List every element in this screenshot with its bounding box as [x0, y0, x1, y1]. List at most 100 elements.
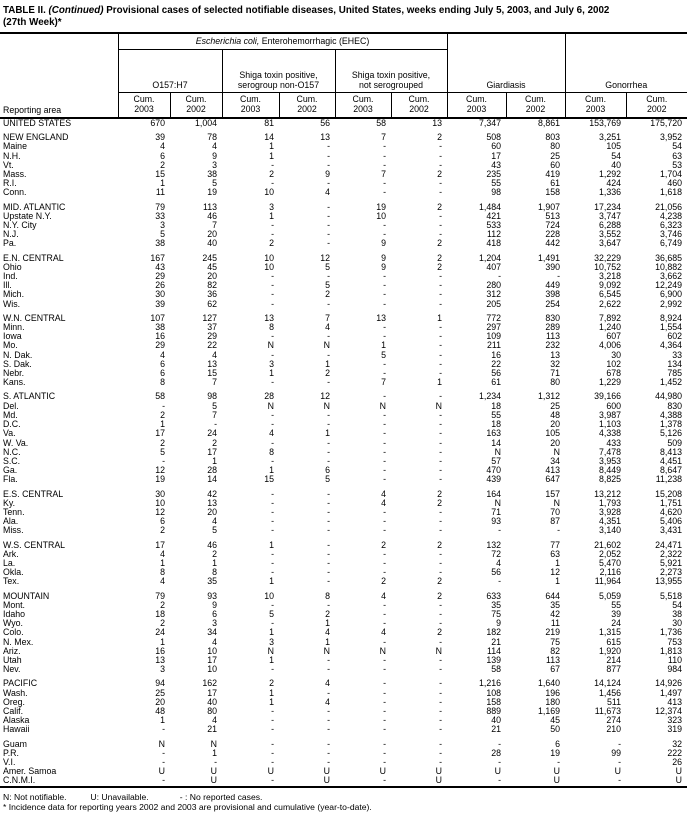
value-cell: -	[439, 290, 442, 300]
value-cell: 2	[437, 498, 442, 508]
value-cell: -	[162, 748, 165, 758]
value-cell: 6	[325, 466, 330, 476]
value-cell: 1	[555, 558, 561, 568]
value-cell: -	[383, 558, 386, 568]
value-cell: -	[439, 392, 442, 402]
value-cell: -	[439, 466, 442, 476]
value-cell: -	[498, 272, 501, 282]
value-cell: -	[327, 350, 330, 360]
value-cell: -	[557, 272, 561, 282]
value-cell: 24,471	[655, 540, 683, 550]
table-row: Nev. 3 10 - - - - 58 67 877 984	[0, 665, 687, 674]
table-row: Conn. 11 19 10 4 - - 98 158 1,336 1,618	[0, 188, 687, 197]
value-cell: 98	[491, 188, 501, 198]
value-cell: 81	[264, 118, 274, 128]
value-cell: 7,478	[599, 447, 622, 457]
value-cell: 449	[545, 281, 561, 291]
table-row: Alaska 1 4 - - - - 40 45 274 323	[0, 716, 687, 725]
value-cell: 113	[545, 332, 561, 342]
value-cell: 3,552	[599, 230, 622, 240]
value-cell: 24	[207, 429, 217, 439]
value-cell: 7	[325, 313, 330, 323]
value-cell: 1	[160, 716, 165, 726]
value-cell: 2	[437, 591, 442, 601]
value-cell: U	[379, 767, 386, 777]
value-cell: N	[379, 646, 386, 656]
value-cell: 10,752	[594, 262, 622, 272]
value-cell: 182	[486, 628, 501, 638]
value-cell: 105	[606, 142, 622, 152]
giardiasis-group-header: Giardiasis	[446, 33, 566, 93]
value-cell: 9	[325, 170, 330, 180]
value-cell: 3,662	[660, 272, 683, 282]
value-cell: 1,640	[538, 679, 561, 689]
value-cell: 82	[550, 646, 561, 656]
value-cell: -	[271, 350, 274, 360]
value-cell: 1	[325, 637, 330, 647]
value-cell: 33	[155, 211, 165, 221]
value-cell: 20	[550, 420, 561, 430]
value-cell: 32	[672, 739, 683, 749]
table-row: Del. - 5 N N N N 18 25 600 830	[0, 402, 687, 411]
value-cell: 54	[611, 151, 622, 161]
value-cell: 113	[545, 655, 561, 665]
value-cell: N	[494, 447, 501, 457]
value-cell: 48	[155, 706, 165, 716]
value-cell: 35	[207, 577, 217, 587]
value-cell: 7	[212, 221, 217, 231]
value-cell: -	[618, 776, 622, 786]
table-row: Hawaii - 21 - - - - 21 50 210 319	[0, 725, 687, 734]
value-cell: 830	[545, 313, 561, 323]
value-cell: 2,322	[660, 549, 683, 559]
table-row: Calif. 48 80 - - - - 889 1,169 11,673 12,374	[0, 707, 687, 716]
table-row: Miss. 2 5 - - - - - - 3,140 3,431	[0, 526, 687, 535]
value-cell: -	[327, 332, 330, 342]
table-row: Upstate N.Y. 33 46 1 - 10 - 421 513 3,747 4,238	[0, 212, 687, 221]
value-cell: -	[271, 706, 274, 716]
value-cell: -	[439, 549, 442, 559]
table-row: Wash. 25 17 1 - - - 108 196 1,456 1,497	[0, 689, 687, 698]
value-cell: 15	[207, 369, 217, 379]
value-cell: 6,288	[599, 221, 622, 231]
value-cell: 439	[486, 475, 501, 485]
value-cell: 3,140	[599, 526, 622, 536]
value-cell: 38	[155, 239, 165, 249]
area-cell: Vt.	[3, 160, 14, 170]
table-row: Tex. 4 35 1 - 2 2 - 1 11,964 13,955	[0, 577, 687, 586]
value-cell: 11	[550, 619, 561, 629]
table-row: N. Dak. 4 4 - - 5 - 16 13 30 33	[0, 351, 687, 360]
value-cell: -	[383, 517, 386, 527]
table-row: S. ATLANTIC 58 98 28 12 - - 1,234 1,312 39,166 44,…	[0, 392, 687, 401]
value-cell: 56	[491, 568, 501, 578]
value-cell: 82	[207, 281, 217, 291]
value-cell: 8,449	[599, 466, 622, 476]
value-cell: 54	[672, 142, 683, 152]
value-cell: 753	[667, 637, 683, 647]
value-cell: -	[439, 637, 442, 647]
value-cell: 19	[376, 202, 386, 212]
value-cell: 319	[667, 725, 683, 735]
value-cell: 19	[550, 748, 561, 758]
value-cell: -	[439, 688, 442, 698]
value-cell: 75	[550, 637, 561, 647]
value-cell: 1	[437, 313, 442, 323]
value-cell: 5	[269, 609, 274, 619]
value-cell: 511	[606, 697, 622, 707]
value-cell: N	[494, 498, 501, 508]
value-cell: 2	[325, 369, 330, 379]
value-cell: 772	[486, 313, 501, 323]
value-cell: -	[327, 420, 330, 430]
area-cell: Ga.	[3, 466, 18, 476]
value-cell: U	[435, 776, 442, 786]
value-cell: 6	[160, 369, 165, 379]
value-cell: 1	[437, 378, 442, 388]
value-cell: 1	[212, 748, 217, 758]
value-cell: -	[383, 776, 386, 786]
value-cell: 10	[207, 665, 217, 675]
value-cell: 10,882	[655, 262, 683, 272]
value-cell: 421	[486, 211, 501, 221]
value-cell: 43	[155, 262, 165, 272]
value-cell: 3	[160, 221, 165, 231]
area-cell: Mich.	[3, 290, 25, 300]
value-cell: 1	[269, 211, 274, 221]
